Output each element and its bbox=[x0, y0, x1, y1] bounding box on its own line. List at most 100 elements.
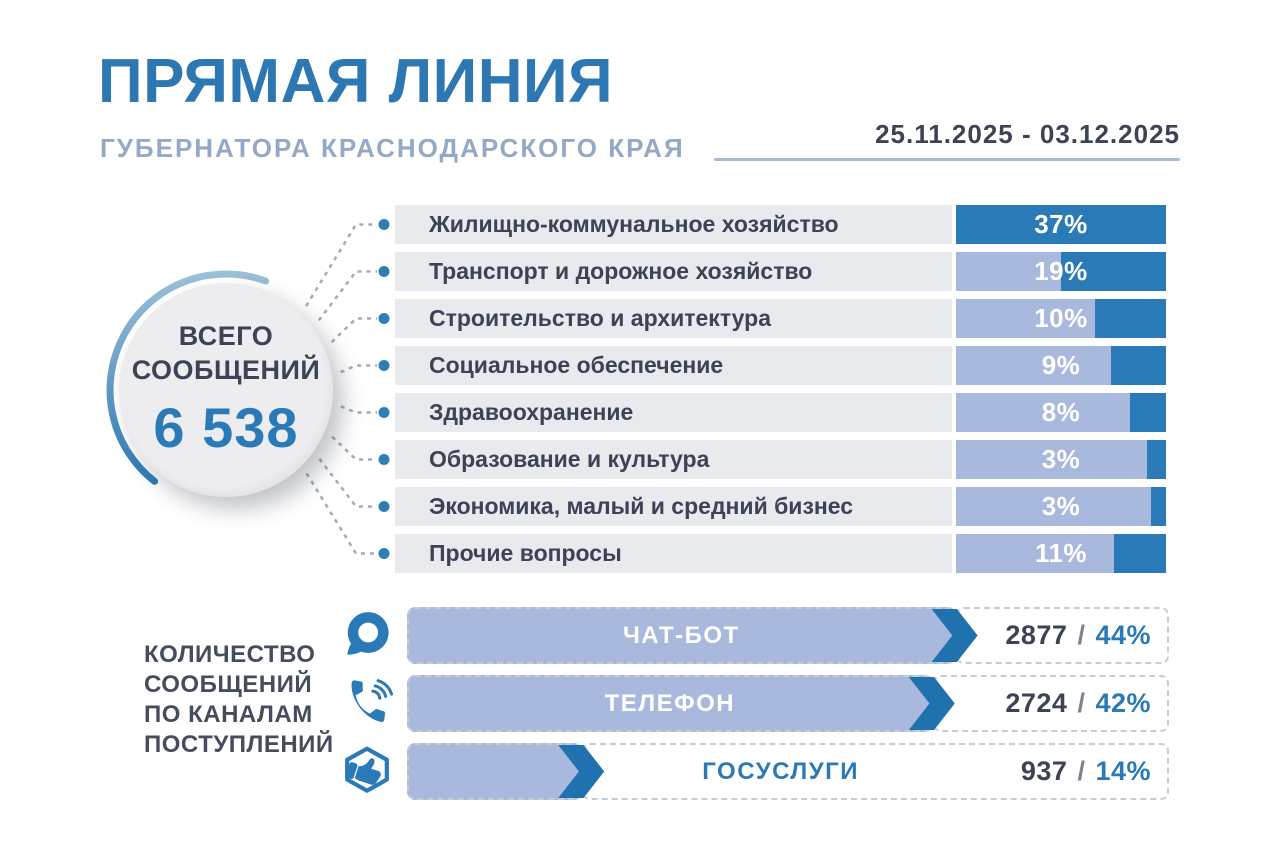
topic-bar: 10% bbox=[956, 299, 1166, 338]
connector-line bbox=[317, 270, 377, 322]
channel-count: 937 bbox=[1020, 756, 1068, 786]
topic-bar: 19% bbox=[956, 252, 1166, 291]
channel-label: ЧАТ-БОТ bbox=[622, 621, 740, 649]
connector-line bbox=[318, 458, 377, 508]
channel-value-separator: / bbox=[1077, 756, 1086, 786]
topic-percent: 19% bbox=[1034, 256, 1088, 286]
topic-row: Жилищно-коммунальное хозяйство 37% bbox=[395, 205, 1166, 244]
channel-row: ТЕЛЕФОН 2724 / 42% bbox=[407, 675, 1169, 732]
gosuslugi-thumbs-up-icon bbox=[339, 744, 395, 800]
topic-row: Социальное обеспечение 9% bbox=[395, 346, 1166, 385]
channel-bar-rest: 2724 / 42% bbox=[932, 675, 1169, 732]
topic-label: Социальное обеспечение bbox=[429, 352, 724, 378]
connector-line bbox=[330, 317, 377, 344]
channel-count: 2724 bbox=[1005, 688, 1068, 718]
topic-label-box: Прочие вопросы bbox=[395, 534, 952, 573]
connector-dot bbox=[378, 360, 390, 371]
connector-dot bbox=[378, 548, 390, 559]
channel-percent: 44% bbox=[1095, 620, 1151, 650]
topic-label-box: Экономика, малый и средний бизнес bbox=[395, 487, 952, 526]
channel-label: ГОСУСЛУГИ bbox=[702, 757, 859, 785]
topic-row: Строительство и архитектура 10% bbox=[395, 299, 1166, 338]
topic-bar-accent bbox=[1130, 393, 1166, 432]
topic-bar-accent bbox=[1151, 487, 1166, 526]
topic-bar-accent bbox=[1094, 299, 1166, 338]
topics-list: Жилищно-коммунальное хозяйство 37% Транспо… bbox=[395, 205, 1166, 585]
channel-value-separator: / bbox=[1077, 688, 1086, 718]
topic-bar: 11% bbox=[956, 534, 1166, 573]
channel-value-separator: / bbox=[1077, 620, 1086, 650]
channel-bar-fill bbox=[407, 743, 583, 800]
channel-percent: 14% bbox=[1095, 756, 1151, 786]
topic-label-box: Здравоохранение bbox=[395, 393, 952, 432]
topic-label-box: Строительство и архитектура bbox=[395, 299, 952, 338]
topic-percent: 9% bbox=[1041, 350, 1081, 380]
total-messages-label: ВСЕГО СООБЩЕНИЙ bbox=[132, 320, 321, 388]
total-messages-circle: ВСЕГО СООБЩЕНИЙ 6 538 bbox=[119, 283, 333, 497]
topic-percent: 37% bbox=[1034, 209, 1088, 239]
channel-bar-fill: ЧАТ-БОТ bbox=[407, 607, 956, 664]
topic-bar: 3% bbox=[956, 440, 1166, 479]
channel-label: ТЕЛЕФОН bbox=[604, 689, 736, 717]
topic-bar: 9% bbox=[956, 346, 1166, 385]
total-circle-arc bbox=[106, 270, 270, 485]
channel-bar-rest: 2877 / 44% bbox=[955, 607, 1169, 664]
topic-label: Образование и культура bbox=[429, 446, 710, 472]
chat-bubble-icon bbox=[339, 608, 395, 664]
channel-percent: 42% bbox=[1095, 688, 1151, 718]
connector-dot bbox=[378, 219, 390, 230]
topic-label-box: Образование и культура bbox=[395, 440, 952, 479]
topic-bar: 3% bbox=[956, 487, 1166, 526]
channel-values: 2724 / 42% bbox=[1005, 677, 1151, 730]
connector-dot bbox=[378, 407, 390, 418]
channel-icons-column bbox=[339, 607, 399, 807]
connector-line bbox=[305, 472, 377, 555]
topic-bar-accent bbox=[1061, 252, 1166, 291]
connector-dot bbox=[378, 266, 390, 277]
connector-dot bbox=[378, 454, 390, 465]
topic-label: Жилищно-коммунальное хозяйство bbox=[429, 211, 839, 237]
topic-label: Здравоохранение bbox=[429, 399, 634, 425]
connector-dot bbox=[378, 501, 390, 512]
topic-bar-accent bbox=[956, 205, 1166, 244]
channel-row: ЧАТ-БОТ 2877 / 44% bbox=[407, 607, 1169, 664]
topic-label-box: Социальное обеспечение bbox=[395, 346, 952, 385]
topic-label: Прочие вопросы bbox=[429, 540, 622, 566]
topic-percent: 3% bbox=[1041, 444, 1081, 474]
topic-bar-accent bbox=[1113, 534, 1166, 573]
topic-bar-accent bbox=[1147, 440, 1166, 479]
page-subtitle: ГУБЕРНАТОРА КРАСНОДАРСКОГО КРАЯ bbox=[100, 133, 685, 163]
connector-line bbox=[340, 364, 377, 374]
channel-count: 2877 bbox=[1005, 620, 1068, 650]
page-title: ПРЯМАЯ ЛИНИЯ bbox=[98, 47, 614, 116]
channel-values: 2877 / 44% bbox=[1005, 609, 1151, 662]
topic-percent: 11% bbox=[1034, 538, 1088, 568]
channel-row: ГОСУСЛУГИ 937 / 14% bbox=[407, 743, 1169, 800]
topic-label-box: Транспорт и дорожное хозяйство bbox=[395, 252, 952, 291]
period-underline bbox=[714, 158, 1180, 161]
topic-bar: 8% bbox=[956, 393, 1166, 432]
connector-line bbox=[331, 435, 377, 461]
connector-dot bbox=[378, 313, 390, 324]
connector-line bbox=[305, 223, 377, 307]
topic-label: Строительство и архитектура bbox=[429, 305, 771, 331]
total-label-line1: ВСЕГО bbox=[178, 320, 274, 351]
topic-bar-accent bbox=[1111, 346, 1166, 385]
channels-list: ЧАТ-БОТ 2877 / 44% ТЕЛЕФОН 2724 / 42% ГОСУСЛУГИ 9… bbox=[407, 607, 1169, 807]
topic-label: Экономика, малый и средний бизнес bbox=[429, 493, 854, 519]
topic-bar: 37% bbox=[956, 205, 1166, 244]
channel-values: 937 / 14% bbox=[1021, 745, 1151, 798]
topic-percent: 3% bbox=[1041, 491, 1081, 521]
total-messages-value: 6 538 bbox=[153, 396, 299, 460]
channel-bar-rest: ГОСУСЛУГИ 937 / 14% bbox=[582, 743, 1169, 800]
topic-percent: 8% bbox=[1041, 397, 1081, 427]
topic-row: Здравоохранение 8% bbox=[395, 393, 1166, 432]
channel-bar-fill: ТЕЛЕФОН bbox=[407, 675, 933, 732]
topic-row: Образование и культура 3% bbox=[395, 440, 1166, 479]
total-label-line2: СООБЩЕНИЙ bbox=[131, 354, 321, 385]
period-label: 25.11.2025 - 03.12.2025 bbox=[875, 119, 1180, 149]
phone-icon bbox=[339, 676, 395, 732]
topic-row: Экономика, малый и средний бизнес 3% bbox=[395, 487, 1166, 526]
